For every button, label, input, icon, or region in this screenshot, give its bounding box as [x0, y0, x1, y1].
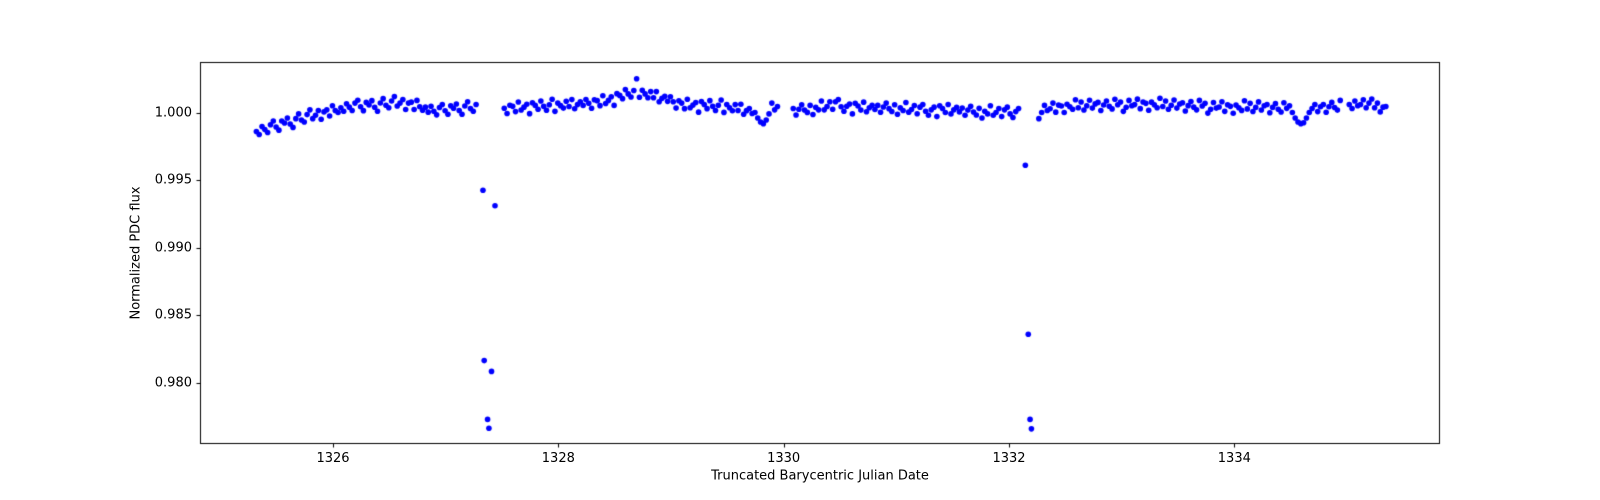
y-tick-label: 1.000: [154, 105, 192, 121]
x-tick-label: 1326: [316, 451, 350, 466]
x-tick-label: 1328: [541, 451, 575, 466]
x-axis-label: Truncated Barycentric Julian Date: [711, 468, 929, 484]
y-tick-label: 0.980: [154, 375, 192, 391]
y-tick-label: 0.985: [154, 307, 192, 323]
x-tick-label: 1330: [767, 451, 801, 466]
y-tick-label: 0.995: [154, 172, 192, 188]
y-tick-label: 0.990: [154, 240, 192, 256]
x-tick-label: 1334: [1217, 451, 1251, 466]
x-tick-label: 1332: [992, 451, 1026, 466]
